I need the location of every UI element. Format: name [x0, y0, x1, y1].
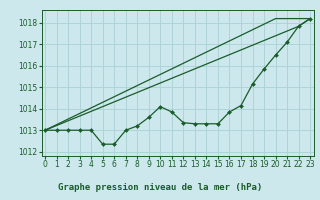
Text: Graphe pression niveau de la mer (hPa): Graphe pression niveau de la mer (hPa) [58, 183, 262, 192]
